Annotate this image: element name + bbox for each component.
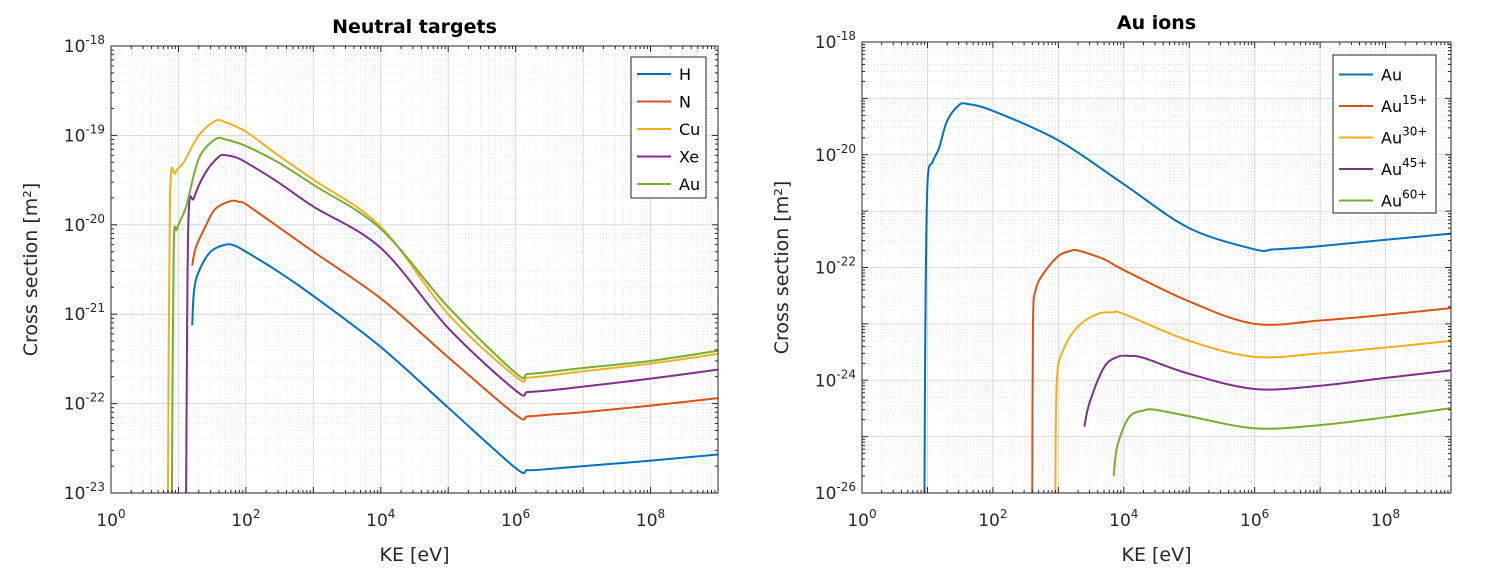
legend-label: Au: [679, 175, 700, 194]
y-tick-label: 10-21: [64, 301, 105, 325]
series-line-h: [191, 243, 718, 475]
series-line-au-45plus: [1083, 354, 1451, 427]
y-tick-label: 10-18: [815, 29, 856, 53]
legend-label: H: [679, 65, 691, 84]
y-tick-label: 10-20: [815, 142, 856, 166]
legend-label: N: [679, 93, 691, 112]
series-line-xe: [185, 153, 718, 493]
series-line-au: [923, 102, 1451, 493]
tick-marks: [110, 45, 719, 494]
legend-label: Cu: [679, 120, 700, 139]
x-tick-label: 100: [847, 507, 876, 531]
x-tick-label: 108: [636, 507, 665, 531]
legend-item: Cu: [637, 120, 700, 139]
tick-marks: [861, 41, 1452, 494]
series-line-au: [170, 136, 718, 493]
legend-label: Xe: [679, 148, 699, 167]
x-tick-label: 108: [1371, 507, 1400, 531]
series-group: [923, 102, 1451, 493]
chart-title: Au ions: [1117, 12, 1196, 34]
legend-box: [1332, 54, 1437, 214]
y-tick-label: 10-22: [815, 255, 856, 279]
chart-au-ions: 100 102 104 106 108 10-26 10-24 10-22 10-20 10-18…: [771, 12, 1452, 566]
legend-label: Au: [1381, 66, 1402, 85]
y-tick-label: 10-22: [64, 391, 105, 415]
legend: HN Cu Xe Au: [630, 56, 707, 199]
series-line-au-30plus: [1054, 310, 1451, 493]
x-axis-label: KE [eV]: [379, 544, 449, 566]
legend-label: Au15+: [1381, 93, 1427, 116]
series-line-cu: [167, 118, 718, 493]
y-axis-label: Cross section [m²]: [20, 183, 42, 357]
x-tick-label: 102: [231, 507, 260, 531]
series-line-n: [191, 199, 718, 421]
legend-item: Au30+: [1339, 125, 1427, 148]
chart-neutral-targets: 100 102 104 106 108 10-23 10-22 10-21 10-20 10-19…: [20, 16, 719, 566]
legend-item: N: [637, 93, 691, 112]
y-axis-label: Cross section [m²]: [771, 181, 793, 355]
chart-title: Neutral targets: [332, 16, 497, 38]
legend-item: Au: [637, 175, 700, 194]
y-tick-label: 10-19: [64, 122, 105, 146]
legend-label: Au45+: [1381, 156, 1427, 179]
legend-box: [630, 56, 707, 199]
x-tick-label: 102: [978, 507, 1007, 531]
legend: Au Au15+ Au30+ Au45+ Au60+: [1332, 54, 1437, 214]
y-tick-label: 10-24: [815, 367, 856, 391]
y-tick-label: 10-26: [815, 480, 856, 504]
series-line-au-60plus: [1112, 407, 1451, 477]
legend-label: Au60+: [1381, 188, 1427, 211]
legend-item: Au: [1339, 66, 1402, 85]
series-line-au-15plus: [1031, 248, 1451, 493]
x-tick-label: 104: [1109, 507, 1138, 531]
y-tick-label: 10-18: [64, 33, 105, 57]
y-tick-label: 10-23: [64, 480, 105, 504]
legend-item: Au45+: [1339, 156, 1427, 179]
series-group: [167, 118, 718, 493]
legend-item: Au15+: [1339, 93, 1427, 116]
legend-label: Au30+: [1381, 125, 1427, 148]
y-tick-label: 10-20: [64, 212, 105, 236]
legend-item: Au60+: [1339, 188, 1427, 211]
axes-box: [110, 45, 719, 494]
x-tick-label: 100: [96, 507, 125, 531]
x-tick-label: 106: [1240, 507, 1269, 531]
legend-item: Xe: [637, 148, 699, 167]
x-tick-label: 106: [501, 507, 530, 531]
x-tick-label: 104: [366, 507, 395, 531]
x-axis-label: KE [eV]: [1121, 544, 1191, 566]
legend-item: H: [637, 65, 691, 84]
